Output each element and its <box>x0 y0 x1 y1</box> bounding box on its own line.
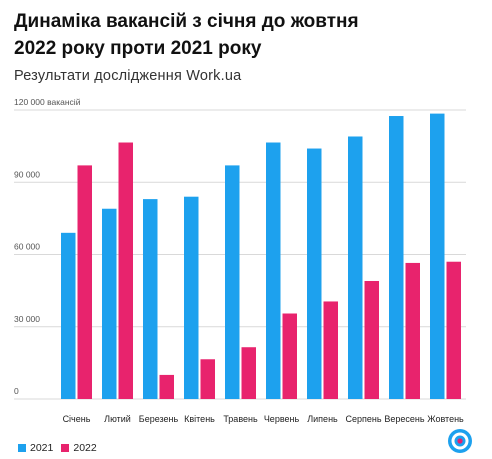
y-tick-label: 60 000 <box>14 242 40 252</box>
legend-item-2021: 2021 <box>18 442 53 454</box>
legend-item-2022: 2022 <box>61 442 97 454</box>
bar-2021-7 <box>348 136 363 399</box>
bar-2022-1 <box>118 142 133 399</box>
legend-swatch-2021 <box>18 444 26 452</box>
chart-title-line-1: Динаміка вакансій з січня до жовтня <box>14 11 359 32</box>
x-tick-label: Січень <box>63 414 91 424</box>
legend-label-2022: 2022 <box>73 442 97 454</box>
bar-2022-2 <box>159 374 174 399</box>
bar-2022-3 <box>200 359 215 399</box>
bar-2021-1 <box>102 208 117 399</box>
bar-2022-5 <box>282 313 297 399</box>
bar-2022-9 <box>446 261 461 399</box>
chart-title-line-2: 2022 року проти 2021 року <box>14 38 262 59</box>
bar-2022-7 <box>364 280 379 399</box>
bar-2021-6 <box>307 148 322 399</box>
workua-logo-icon <box>448 429 472 453</box>
bar-2021-9 <box>430 113 445 400</box>
legend-swatch-2022 <box>61 444 70 452</box>
legend-label-2021: 2021 <box>30 442 54 454</box>
bar-2022-8 <box>405 262 420 399</box>
x-tick-label: Вересень <box>384 414 424 424</box>
chart-subtitle: Результати дослідження Work.ua <box>14 68 242 84</box>
x-tick-label: Липень <box>307 414 338 424</box>
y-tick-label: 0 <box>14 386 19 396</box>
bar-2021-8 <box>389 116 404 399</box>
bar-2022-4 <box>241 347 256 399</box>
chart-title: Динаміка вакансій з січня до жовтня 2022… <box>14 8 484 62</box>
bar-2021-5 <box>266 142 281 399</box>
bar-2022-0 <box>77 165 92 399</box>
bar-chart: 0 30 000 60 000 90 000 120 000 вакансій Січен… <box>14 97 466 424</box>
x-tick-label: Травень <box>223 414 258 424</box>
y-tick-label: 30 000 <box>14 314 40 324</box>
bar-2022-6 <box>323 301 338 399</box>
x-tick-label: Червень <box>264 414 300 424</box>
y-tick-label: 90 000 <box>14 169 40 179</box>
x-tick-label: Квітень <box>184 414 215 424</box>
y-tick-label: 120 000 вакансій <box>14 97 81 107</box>
bar-2021-3 <box>184 196 199 399</box>
x-tick-label: Березень <box>139 414 179 424</box>
bar-2021-4 <box>225 165 240 399</box>
chart-legend: 2021 2022 <box>18 442 105 454</box>
bar-2021-2 <box>143 199 158 399</box>
bar-2021-0 <box>61 232 76 399</box>
x-tick-label: Серпень <box>345 414 381 424</box>
x-tick-label: Жовтень <box>427 414 464 424</box>
x-tick-label: Лютий <box>104 414 131 424</box>
